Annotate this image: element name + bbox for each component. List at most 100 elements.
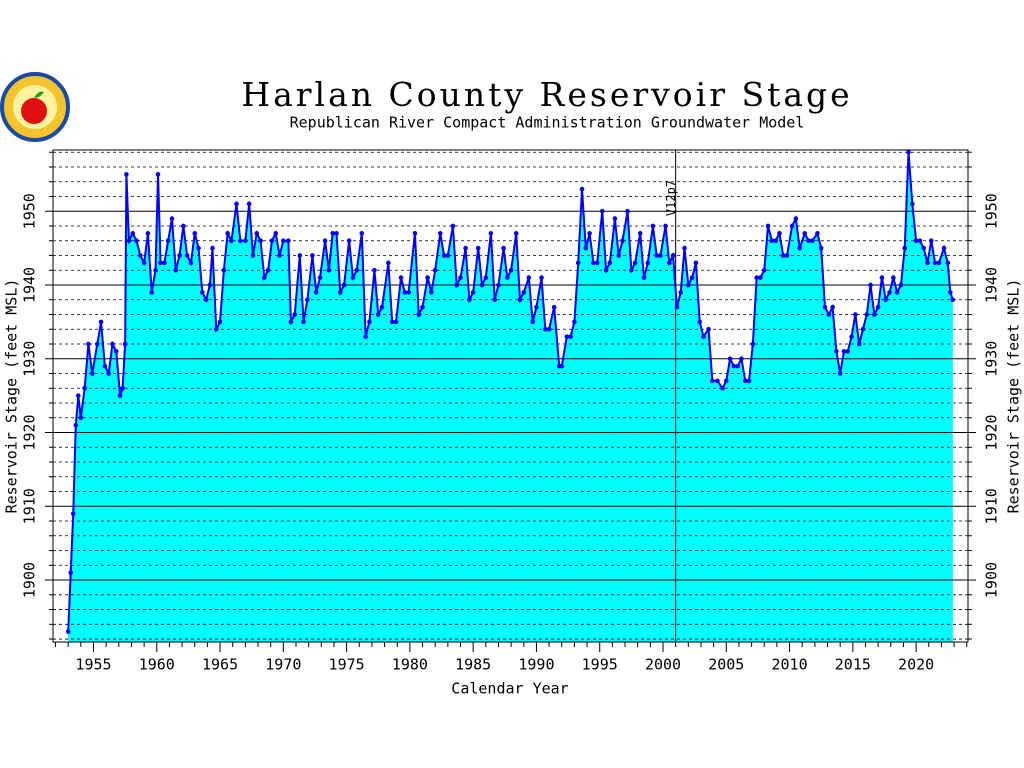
data-point: [305, 297, 310, 303]
data-point: [120, 385, 125, 391]
data-point: [313, 290, 319, 295]
data-point: [317, 275, 323, 280]
y-tick-label: 1920: [21, 414, 39, 450]
data-point: [739, 356, 744, 362]
data-point: [822, 304, 828, 310]
data-point: [254, 231, 260, 236]
x-tick-label: 2000: [645, 656, 681, 674]
data-point: [526, 275, 532, 280]
y-tick-label: 1910: [21, 488, 39, 524]
data-point: [543, 326, 548, 332]
data-point: [262, 275, 267, 280]
data-point: [583, 245, 589, 251]
data-point: [106, 371, 111, 376]
data-point: [559, 363, 565, 369]
data-point: [517, 297, 523, 303]
x-tick-label: 1970: [265, 656, 301, 674]
logo-leaf: [34, 91, 44, 98]
data-point: [173, 267, 179, 273]
data-point: [420, 304, 425, 310]
data-point: [780, 253, 786, 258]
y2-tick-label: 1930: [983, 341, 1001, 377]
data-point: [625, 208, 630, 214]
data-point: [113, 349, 119, 354]
x-tick-label: 1975: [329, 656, 365, 674]
data-point: [225, 231, 230, 236]
data-point: [389, 319, 395, 325]
data-point: [906, 149, 911, 155]
data-point: [761, 267, 767, 273]
data-point: [591, 260, 596, 266]
data-point: [192, 231, 198, 236]
x-tick-label: 2005: [708, 656, 744, 674]
data-point: [177, 253, 182, 258]
data-point: [936, 260, 942, 266]
data-point: [769, 238, 775, 244]
data-point: [492, 297, 497, 303]
data-point: [746, 378, 752, 384]
chart-subtitle: Republican River Compact Administration …: [290, 114, 805, 132]
data-point: [297, 253, 303, 258]
data-point: [720, 385, 725, 391]
data-point: [579, 186, 585, 192]
data-point: [894, 290, 900, 295]
data-point: [454, 282, 460, 288]
data-point: [412, 231, 418, 236]
data-point: [834, 349, 839, 354]
data-point: [530, 319, 535, 325]
data-point: [837, 371, 843, 376]
data-point: [674, 304, 680, 310]
x-tick-label: 1965: [202, 656, 238, 674]
data-point: [575, 260, 581, 266]
data-point: [932, 260, 938, 266]
data-point: [213, 326, 219, 332]
data-point: [599, 208, 605, 214]
x-axis-title: Calendar Year: [451, 680, 568, 698]
data-point: [802, 231, 808, 236]
data-point: [742, 378, 748, 384]
data-point: [470, 290, 476, 295]
data-point: [196, 245, 201, 251]
x-tick-label: 2010: [771, 656, 807, 674]
data-point: [467, 297, 472, 303]
data-point: [868, 282, 873, 288]
data-point: [425, 275, 430, 280]
data-point: [141, 260, 147, 266]
data-point: [777, 231, 782, 236]
data-point: [110, 341, 115, 347]
data-point: [288, 319, 294, 325]
data-point: [697, 319, 703, 325]
data-point: [277, 253, 282, 258]
data-point: [810, 238, 815, 244]
data-point: [818, 245, 824, 251]
data-point: [243, 238, 248, 244]
data-point: [710, 378, 715, 384]
y-tick-label: 1900: [21, 562, 39, 598]
data-point: [815, 231, 820, 236]
data-point: [70, 511, 76, 516]
x-tick-label: 1985: [455, 656, 491, 674]
chart-title: Harlan County Reservoir Stage: [241, 75, 852, 114]
y2-tick-label: 1920: [983, 414, 1001, 450]
data-point: [82, 385, 87, 391]
data-point: [334, 231, 339, 236]
data-point: [273, 231, 279, 236]
data-point: [806, 238, 811, 244]
data-point: [488, 231, 494, 236]
data-point: [234, 201, 239, 207]
data-point: [165, 238, 171, 244]
data-point: [301, 319, 306, 325]
data-point: [913, 238, 919, 244]
data-point: [845, 349, 851, 354]
data-point: [917, 238, 923, 244]
data-point: [158, 260, 163, 266]
data-point: [98, 319, 104, 325]
data-point: [65, 629, 71, 634]
data-point: [654, 253, 659, 258]
data-point: [86, 341, 91, 347]
data-point: [162, 260, 167, 266]
data-point: [572, 319, 577, 325]
data-point: [265, 267, 271, 273]
data-point: [184, 253, 190, 258]
